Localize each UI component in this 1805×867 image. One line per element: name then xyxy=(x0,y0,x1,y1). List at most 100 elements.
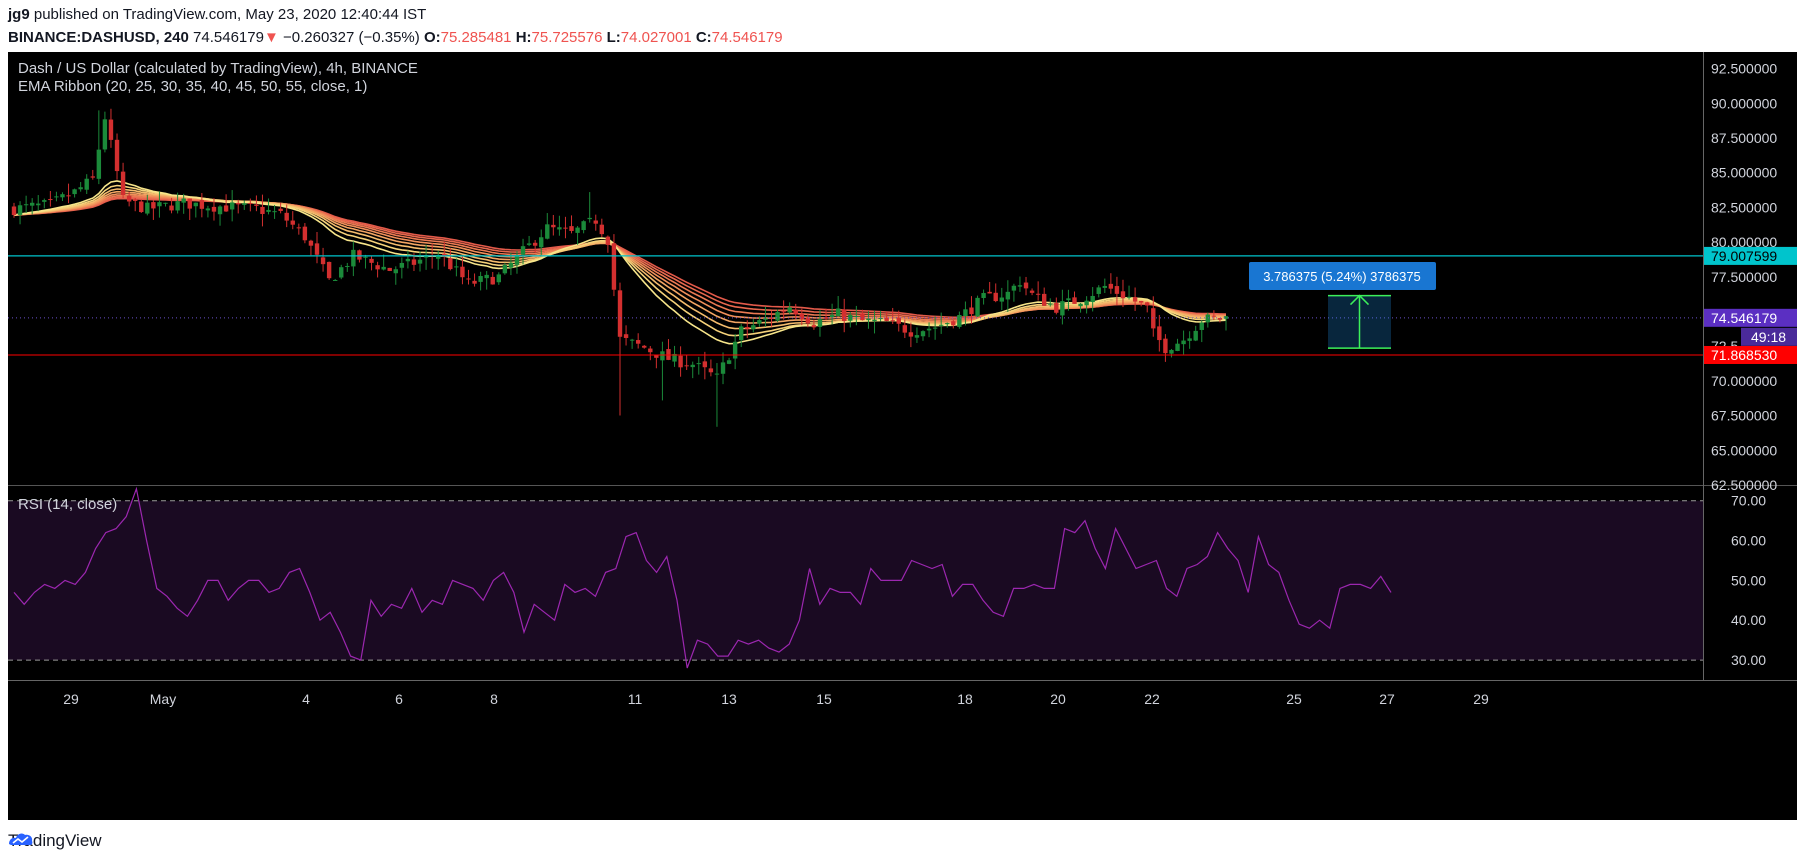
candle xyxy=(926,322,932,338)
candle xyxy=(490,271,495,285)
ema-ribbon-line-20 xyxy=(13,180,1227,345)
candle xyxy=(605,235,611,253)
candle xyxy=(557,215,562,236)
candle xyxy=(484,271,489,290)
measure-label: 3.786375 (5.24%) 3786375 xyxy=(1263,269,1421,284)
time-tick-label: 29 xyxy=(1473,691,1489,707)
open-label: O: xyxy=(423,29,441,46)
chart-svg[interactable]: 3.786375 (5.24%) 3786375 92.500000 90.0000… xyxy=(8,52,1797,820)
candle xyxy=(757,316,762,327)
candle xyxy=(1108,273,1114,294)
candle xyxy=(126,191,132,207)
candle xyxy=(369,256,374,271)
candle xyxy=(23,195,29,213)
candle xyxy=(908,322,914,348)
candle xyxy=(648,346,653,361)
price-tick-label: 67.500000 xyxy=(1711,408,1777,424)
candle xyxy=(563,216,568,239)
candle xyxy=(775,309,780,323)
last-price: 74.546179 xyxy=(193,29,264,46)
candle xyxy=(193,202,198,218)
rsi-tick-label: 50.00 xyxy=(1731,572,1766,588)
price-tick-label: 90.000000 xyxy=(1711,95,1777,111)
time-tick-label: 6 xyxy=(395,691,403,707)
candle xyxy=(1035,281,1041,301)
footer-brand[interactable]: TradingView xyxy=(8,831,102,851)
footer-brand-label: TradingView xyxy=(8,831,102,850)
high-label: H: xyxy=(515,29,532,46)
candle xyxy=(1145,301,1150,313)
candle xyxy=(690,361,695,379)
candle xyxy=(242,200,247,210)
close-label: C: xyxy=(695,29,712,46)
candle xyxy=(448,248,453,271)
candle xyxy=(866,310,871,329)
candle xyxy=(1054,297,1059,315)
candle xyxy=(139,199,144,213)
candle xyxy=(405,250,411,269)
candle xyxy=(793,303,798,320)
candle xyxy=(478,271,483,291)
candle xyxy=(951,319,956,329)
candle xyxy=(1181,330,1186,355)
time-tick-label: 27 xyxy=(1379,691,1395,707)
candle xyxy=(1151,296,1156,337)
author-name[interactable]: jg9 xyxy=(8,6,30,23)
rsi-tick-label: 30.00 xyxy=(1731,652,1766,668)
candle xyxy=(96,110,102,185)
candle xyxy=(1060,289,1065,325)
time-tick-label: 25 xyxy=(1286,691,1302,707)
candle xyxy=(211,198,217,221)
candle xyxy=(823,308,829,321)
candle xyxy=(332,278,338,281)
candle xyxy=(1157,314,1162,352)
time-tick-label: 15 xyxy=(816,691,832,707)
support-price-label: 71.868530 xyxy=(1711,347,1777,363)
candle xyxy=(72,188,77,198)
candle xyxy=(514,250,520,274)
candle xyxy=(611,234,617,297)
candle xyxy=(375,261,380,278)
candle xyxy=(1023,276,1029,296)
candle xyxy=(1205,312,1211,328)
close-value: 74.546179 xyxy=(711,29,783,46)
chart-title[interactable]: Dash / US Dollar (calculated by TradingV… xyxy=(18,60,418,77)
candle xyxy=(145,194,150,216)
candle xyxy=(1078,303,1083,313)
candle xyxy=(502,262,508,275)
candle xyxy=(969,296,974,324)
candle xyxy=(466,269,471,285)
candle xyxy=(120,162,126,199)
candle xyxy=(805,314,811,328)
candle xyxy=(1163,334,1168,362)
candle xyxy=(199,193,205,218)
time-tick-label: 13 xyxy=(721,691,737,707)
candle xyxy=(326,261,332,280)
measure-arrow-head xyxy=(1349,294,1370,306)
chart-area[interactable]: 3.786375 (5.24%) 3786375 92.500000 90.0000… xyxy=(8,52,1797,820)
candle xyxy=(629,338,635,349)
candle xyxy=(799,308,804,326)
candle xyxy=(726,357,732,365)
candle xyxy=(1138,300,1144,307)
tradingview-logo-icon xyxy=(9,833,33,845)
candle xyxy=(296,223,302,235)
measure-label-box xyxy=(1249,262,1436,290)
candle xyxy=(708,359,714,377)
ema-ribbon-legend[interactable]: EMA Ribbon (20, 25, 30, 35, 40, 45, 50, … xyxy=(18,78,368,95)
rsi-legend[interactable]: RSI (14, close) xyxy=(18,496,118,513)
candle xyxy=(569,215,574,234)
candle xyxy=(393,266,398,285)
price-tick-label: 85.000000 xyxy=(1711,165,1777,181)
candle xyxy=(1011,283,1017,302)
candle xyxy=(781,300,786,320)
price-tick-label: 62.500000 xyxy=(1711,477,1777,493)
candle xyxy=(1090,287,1095,312)
candle xyxy=(963,301,968,326)
candle xyxy=(1217,317,1223,323)
candle xyxy=(339,264,344,280)
candle xyxy=(363,254,368,269)
resistance-price-label-tag xyxy=(1704,246,1797,265)
time-tick-label: 29 xyxy=(63,691,79,707)
candle xyxy=(945,322,950,328)
